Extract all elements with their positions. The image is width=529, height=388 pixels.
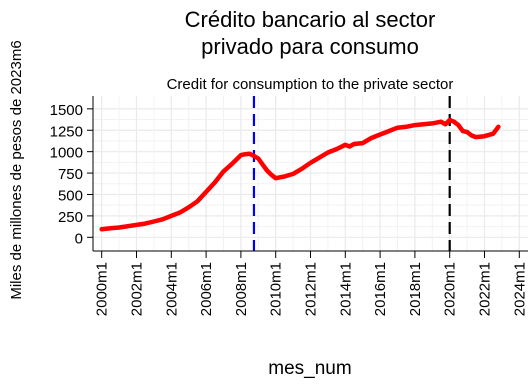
x-tick-label: 2016m1 xyxy=(372,262,389,316)
x-tick-label: 2018m1 xyxy=(407,262,424,316)
y-tick-label: 250 xyxy=(58,209,83,226)
chart-title-line2: privado para consumo xyxy=(201,34,419,59)
y-tick-label: 500 xyxy=(58,187,83,204)
chart-title-line1: Crédito bancario al sector xyxy=(185,7,436,32)
series-layer xyxy=(99,117,501,232)
x-tick-label: 2010m1 xyxy=(268,262,285,316)
y-tick-label: 0 xyxy=(75,230,83,247)
y-axis-title: Miles de millones de pesos de 2023m6 xyxy=(8,40,25,299)
x-tick-label: 2004m1 xyxy=(163,262,180,316)
x-tick-label: 2000m1 xyxy=(94,262,111,316)
grid xyxy=(93,96,528,251)
axes: 0 250 500 750 1000 1250 1500 2000m1 2002m1 2004m1… xyxy=(50,96,528,316)
x-tick-label: 2022m1 xyxy=(477,262,494,316)
series-line xyxy=(99,117,501,232)
chart-subtitle: Credit for consumption to the private se… xyxy=(167,76,454,93)
x-tick-label: 2008m1 xyxy=(233,262,250,316)
y-tick-label: 1500 xyxy=(50,102,83,119)
x-tick-label: 2024m1 xyxy=(511,262,528,316)
y-tick-label: 1000 xyxy=(50,145,83,162)
x-tick-label: 2012m1 xyxy=(303,262,320,316)
x-tick-label: 2006m1 xyxy=(198,262,215,316)
x-tick-label: 2014m1 xyxy=(337,262,354,316)
y-tick-label: 750 xyxy=(58,166,83,183)
x-tick-label: 2020m1 xyxy=(442,262,459,316)
x-tick-label: 2002m1 xyxy=(129,262,146,316)
y-tick-label: 1250 xyxy=(50,123,83,140)
x-axis-title: mes_num xyxy=(268,358,351,379)
